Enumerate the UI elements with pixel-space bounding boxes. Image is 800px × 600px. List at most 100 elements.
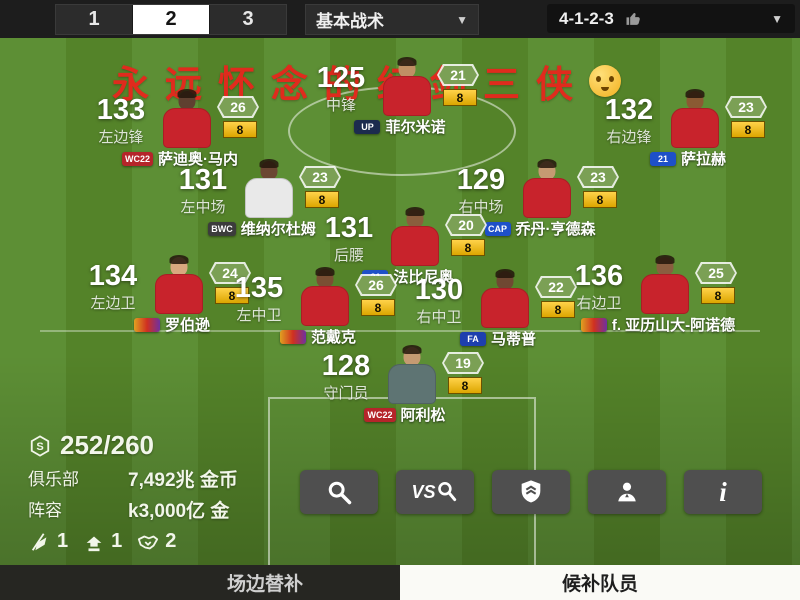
info-button[interactable]: i	[684, 470, 762, 514]
pleading-face-emoji	[589, 65, 621, 97]
player-position-label: 右中场	[458, 199, 504, 216]
player-position-label: 右边卫	[576, 295, 622, 312]
page-tab-2[interactable]: 2	[133, 5, 210, 34]
tab-reserve-players[interactable]: 候补队员	[400, 565, 800, 600]
player-card[interactable]: 125 中锋 21 8 UP 菲尔米诺	[295, 57, 505, 137]
player-head	[537, 159, 557, 180]
chemistry-badge: 23	[299, 166, 341, 188]
player-head	[685, 89, 705, 110]
player-portrait	[149, 255, 209, 314]
boost-badge: 8	[541, 301, 575, 318]
player-card[interactable]: 134 左边卫 24 8 罗伯逊	[67, 255, 277, 335]
search-button[interactable]	[300, 470, 378, 514]
player-card[interactable]: 130 右中卫 22 8 FA 马蒂普	[393, 269, 603, 349]
squad-stats: S 252/260 俱乐部 7,492兆 金币 阵容 k3,000亿 金 1	[28, 430, 238, 553]
boost-badge: 8	[701, 287, 735, 304]
player-rating: 136	[574, 260, 624, 292]
player-card[interactable]: 135 左中卫 26 8 范戴克	[213, 267, 423, 347]
player-jersey	[155, 274, 203, 314]
formation-dropdown[interactable]: 4-1-2-3 ▼	[547, 4, 795, 33]
player-program-badge: 21	[649, 151, 676, 166]
boost-badge: 8	[448, 377, 482, 394]
player-jersey	[163, 108, 211, 148]
boost-badge: 8	[731, 121, 765, 138]
player-position-label: 后腰	[333, 247, 364, 264]
boost-badge: 8	[215, 287, 249, 304]
player-name: 萨迪奥·马内	[158, 151, 238, 168]
player-rating: 131	[324, 212, 374, 244]
player-portrait	[635, 255, 695, 314]
player-name: 范戴克	[310, 329, 356, 346]
handshake-icon	[138, 535, 159, 549]
thumb-up-icon	[626, 12, 640, 25]
player-position-label: 左边锋	[98, 129, 144, 146]
player-name: f. 亚历山大-阿诺德	[611, 317, 736, 334]
player-name: 阿利松	[400, 407, 446, 424]
player-position-label: 右中卫	[416, 309, 462, 326]
defense-link-line	[40, 330, 760, 332]
action-button-row: VS i	[300, 470, 762, 514]
player-position-label: 左边卫	[90, 295, 136, 312]
scout-player-button[interactable]	[588, 470, 666, 514]
vs-label: VS	[411, 481, 436, 502]
chemistry-badge: 23	[725, 96, 767, 118]
chevron-down-icon: ▼	[771, 11, 783, 26]
chemistry-badge: 20	[445, 214, 487, 236]
player-jersey	[523, 178, 571, 218]
lineup-value: k3,000亿 金	[128, 501, 230, 522]
info-icon: i	[719, 476, 727, 507]
chemistry-badge: 21	[437, 64, 479, 86]
player-head	[397, 57, 417, 78]
player-name: 萨拉赫	[680, 151, 726, 168]
chemistry-badge: 25	[695, 262, 737, 284]
player-card[interactable]: 129 右中场 23 8 CAP 乔丹·亨德森	[435, 159, 645, 239]
player-position-label: 右边锋	[606, 129, 652, 146]
svg-text:S: S	[36, 441, 43, 453]
player-program-badge: WC22	[364, 407, 396, 422]
player-jersey	[383, 76, 431, 116]
player-portrait	[157, 89, 217, 148]
boost-badge: 8	[443, 89, 477, 106]
page-tab-1[interactable]: 1	[56, 5, 133, 34]
flag-icon	[31, 532, 47, 551]
boost-badge: 8	[583, 191, 617, 208]
formation-dropdown-label: 4-1-2-3	[559, 8, 614, 28]
player-name: 马蒂普	[490, 331, 536, 348]
chevron-down-icon: ▼	[456, 12, 468, 27]
vs-search-button[interactable]: VS	[396, 470, 474, 514]
player-program-badge	[580, 317, 607, 332]
player-portrait	[517, 159, 577, 218]
player-name: 罗伯逊	[164, 317, 210, 334]
page-tab-3[interactable]: 3	[242, 8, 254, 30]
tab-sideline-subs[interactable]: 场边替补	[0, 565, 400, 600]
player-card[interactable]: 136 右边卫 25 8 f. 亚历山大-阿诺德	[553, 255, 763, 335]
player-head	[259, 159, 279, 180]
player-portrait	[382, 345, 442, 404]
player-jersey	[481, 288, 529, 328]
player-card[interactable]: 128 守门员 19 8 WC22 阿利松	[300, 345, 510, 425]
player-rating: 129	[456, 164, 506, 196]
hex-s-icon: S	[30, 434, 50, 457]
formation-icon	[86, 536, 102, 551]
tactics-dropdown[interactable]: 基本战术 ▼	[305, 4, 479, 35]
team-ovr-value: 252/260	[60, 430, 154, 460]
club-shield-button[interactable]	[492, 470, 570, 514]
chemistry-badge: 22	[535, 276, 577, 298]
vs-magnifier-icon	[437, 482, 456, 502]
player-program-badge: BWC	[208, 221, 236, 236]
player-card[interactable]: 133 左边锋 26 8 WC22 萨迪奥·马内	[75, 89, 285, 169]
player-portrait	[385, 207, 445, 266]
player-program-badge	[279, 329, 306, 344]
player-jersey	[641, 274, 689, 314]
player-portrait	[475, 269, 535, 328]
player-card[interactable]: 132 右边锋 23 8 21 萨拉赫	[583, 89, 793, 169]
player-rating: 125	[316, 62, 366, 94]
lineup-value-label: 阵容	[28, 501, 62, 520]
player-card[interactable]: 131 左中场 23 8 BWC 维纳尔杜姆	[157, 159, 367, 239]
chemistry-badge: 26	[355, 274, 397, 296]
player-name: 法比尼奥	[393, 269, 454, 286]
person-icon	[618, 482, 636, 502]
player-position-label: 守门员	[323, 385, 369, 402]
player-name: 菲尔米诺	[385, 119, 446, 136]
